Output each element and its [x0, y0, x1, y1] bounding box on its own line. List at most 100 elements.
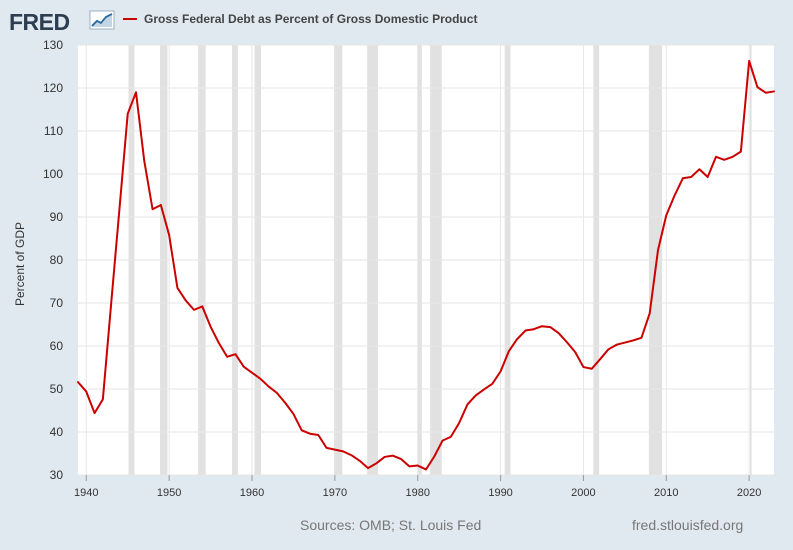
data-point[interactable] [249, 370, 255, 376]
data-point[interactable] [224, 354, 230, 360]
data-point[interactable] [738, 149, 744, 155]
data-point[interactable] [357, 458, 363, 464]
data-point[interactable] [241, 364, 247, 370]
data-point[interactable] [721, 157, 727, 163]
data-point[interactable] [614, 342, 620, 348]
data-point[interactable] [464, 401, 470, 407]
data-point[interactable] [290, 411, 296, 417]
data-point[interactable] [191, 307, 197, 313]
x-axis-ticks: 1940 1950 1960 1970 1980 1990 2000 2010 2020 [74, 475, 761, 499]
data-point[interactable] [638, 335, 644, 341]
data-point[interactable] [589, 366, 595, 372]
y-axis-ticks: 30 40 50 60 70 80 90 100 110 120 130 [43, 38, 63, 482]
data-point[interactable] [166, 232, 172, 238]
data-point[interactable] [630, 337, 636, 343]
x-tick-label: 2010 [654, 487, 678, 499]
y-tick-label: 40 [50, 425, 64, 439]
data-point[interactable] [431, 454, 437, 460]
data-point[interactable] [605, 346, 611, 352]
data-point[interactable] [705, 174, 711, 180]
data-point[interactable] [448, 434, 454, 440]
data-point[interactable] [183, 297, 189, 303]
data-point[interactable] [125, 111, 131, 117]
data-point[interactable] [688, 174, 694, 180]
x-tick-label: 1960 [240, 487, 264, 499]
data-point[interactable] [663, 212, 669, 218]
data-point[interactable] [506, 348, 512, 354]
data-point[interactable] [199, 303, 205, 309]
data-point[interactable] [282, 400, 288, 406]
data-point[interactable] [100, 396, 106, 402]
data-point[interactable] [522, 328, 528, 334]
data-point[interactable] [622, 340, 628, 346]
data-point[interactable] [150, 206, 156, 212]
data-point[interactable] [133, 89, 139, 95]
y-tick-label: 120 [43, 81, 63, 95]
fred-url-link[interactable]: fred.stlouisfed.org [632, 517, 743, 533]
x-tick-label: 1970 [323, 487, 347, 499]
data-point[interactable] [415, 463, 421, 469]
data-point[interactable] [257, 376, 263, 382]
data-point[interactable] [266, 383, 272, 389]
data-point[interactable] [232, 351, 238, 357]
data-point[interactable] [514, 336, 520, 342]
data-point[interactable] [489, 381, 495, 387]
data-point[interactable] [406, 463, 412, 469]
data-point[interactable] [307, 431, 313, 437]
data-point[interactable] [274, 390, 280, 396]
data-point[interactable] [340, 448, 346, 454]
data-point[interactable] [141, 158, 147, 164]
data-point[interactable] [655, 247, 661, 253]
data-point[interactable] [423, 466, 429, 472]
data-point[interactable] [216, 340, 222, 346]
x-tick-label: 1990 [488, 487, 512, 499]
data-point[interactable] [696, 166, 702, 172]
gridlines [78, 44, 774, 476]
data-point[interactable] [174, 285, 180, 291]
data-point[interactable] [315, 432, 321, 438]
data-point[interactable] [299, 427, 305, 433]
data-point[interactable] [324, 445, 330, 451]
series-line[interactable] [77, 59, 775, 471]
data-point[interactable] [382, 454, 388, 460]
data-point[interactable] [498, 368, 504, 374]
data-point[interactable] [75, 379, 81, 385]
data-point[interactable] [746, 58, 752, 64]
data-point[interactable] [763, 90, 769, 96]
data-point[interactable] [108, 301, 114, 307]
data-point[interactable] [556, 330, 562, 336]
data-point[interactable] [332, 447, 338, 453]
data-point[interactable] [730, 154, 736, 160]
data-point[interactable] [564, 339, 570, 345]
data-point[interactable] [348, 452, 354, 458]
data-point[interactable] [754, 84, 760, 90]
data-point[interactable] [473, 392, 479, 398]
fred-logo[interactable]: FRED [9, 9, 70, 35]
data-point[interactable] [771, 88, 777, 94]
data-point[interactable] [116, 206, 122, 212]
data-point[interactable] [92, 410, 98, 416]
data-point[interactable] [713, 154, 719, 160]
data-point[interactable] [539, 323, 545, 329]
data-point[interactable] [83, 389, 89, 395]
data-point[interactable] [440, 438, 446, 444]
data-point[interactable] [672, 193, 678, 199]
data-point[interactable] [547, 324, 553, 330]
data-point[interactable] [373, 460, 379, 466]
data-point[interactable] [572, 349, 578, 355]
data-point[interactable] [456, 420, 462, 426]
data-point[interactable] [680, 175, 686, 181]
data-point[interactable] [580, 364, 586, 370]
data-point[interactable] [158, 202, 164, 208]
data-point[interactable] [531, 326, 537, 332]
data-point[interactable] [208, 324, 214, 330]
data-point[interactable] [398, 456, 404, 462]
data-point[interactable] [365, 465, 371, 471]
y-tick-label: 130 [43, 38, 63, 52]
y-tick-label: 90 [50, 210, 64, 224]
data-point[interactable] [597, 356, 603, 362]
data-point[interactable] [647, 310, 653, 316]
data-point[interactable] [390, 453, 396, 459]
data-point[interactable] [481, 386, 487, 392]
